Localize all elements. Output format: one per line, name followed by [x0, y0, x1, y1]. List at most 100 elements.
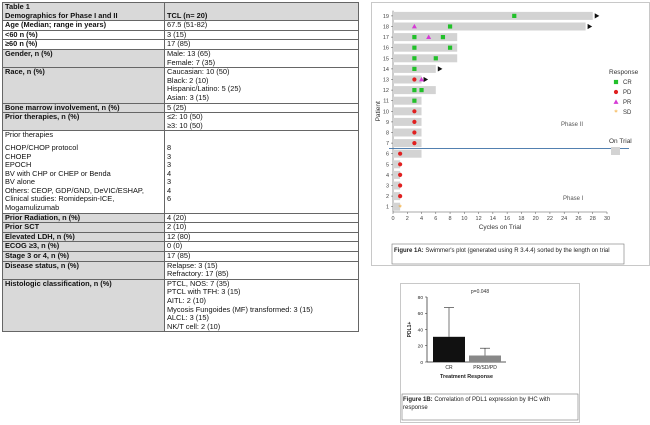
table-header-value-cell: TCL (n= 20) [164, 1, 359, 22]
y-tick-label: 9 [386, 120, 389, 126]
x-tick-label: 22 [547, 216, 553, 222]
legend-title: Response [609, 69, 639, 76]
row-label: Bone marrow involvement, n (%) [5, 102, 120, 112]
table-header-label: Demographics for Phase I and II [5, 10, 118, 20]
bar-pr-sd-pd [469, 355, 501, 362]
event-marker-cr [447, 45, 453, 50]
x-tick-label: 12 [476, 216, 482, 222]
y-tick-label: 15 [383, 56, 389, 62]
phase-ii-label: Phase II [561, 122, 583, 128]
row-label: Gender, n (%) [5, 48, 53, 58]
therapy-count: 3 [167, 177, 172, 187]
row-label-cell: Gender, n (%) [2, 48, 165, 69]
ontrial-bar [393, 160, 401, 169]
x-tick-label: 14 [490, 216, 496, 222]
row-label: ECOG ≥3, n (%) [5, 241, 60, 251]
event-marker-cr [412, 45, 417, 50]
table-row: Race, n (%) Caucasian: 10 (50) Black: 2 (1… [2, 67, 359, 104]
legend-marker-cr [613, 79, 619, 85]
event-marker-cr [412, 56, 417, 61]
legend-label: CR [623, 80, 632, 86]
row-label: <60 n (%) [5, 29, 38, 39]
table-row: Prior therapies CHOP/CHOP protocol CHOEP EP… [2, 130, 359, 214]
table-header-row: Table 1 Demographics for Phase I and II … [2, 1, 359, 22]
figure-1b: 0 20 40 60 80 CR PR/SD/PD Treatment Response PDL… [400, 283, 580, 423]
y-tick-label: 11 [383, 99, 389, 105]
event-marker-cr [447, 24, 453, 29]
row-value: Black: 2 (10) [167, 75, 209, 85]
x-tick-label: 16 [504, 216, 510, 222]
event-marker-sd: * [398, 203, 402, 211]
figure-1a: Phase II Phase I * 1 2 3 4 5 6 7 8 9 10 11 12 13 14 15 16 1… [371, 2, 650, 266]
row-label: Prior therapies, n (%) [5, 112, 80, 122]
event-marker-pd [412, 109, 417, 114]
row-value: Female: 7 (35) [167, 57, 216, 67]
figure-1a-caption: Figure 1A: Swimmer's plot (generated usi… [394, 247, 614, 255]
ontrial-bar [393, 149, 422, 158]
y-tick-label: 14 [383, 67, 389, 73]
x-tick-label: 26 [575, 216, 581, 222]
x-tick-label: 10 [461, 216, 467, 222]
legend-marker-sd: * [614, 109, 618, 117]
row-value: Caucasian: 10 (50) [167, 67, 230, 77]
therapy-name: BV alone [5, 177, 35, 187]
row-value: Refractory: 17 (85) [167, 269, 229, 279]
y-axis-label: Patient [375, 101, 382, 121]
row-label: Stage 3 or 4, n (%) [5, 251, 70, 261]
event-marker-cr [412, 88, 417, 93]
y-tick-label: 16 [383, 46, 389, 52]
row-value: AITL: 2 (10) [167, 296, 207, 305]
row-label-cell: Age (Median; range in years) [2, 20, 165, 31]
x-axis-label: Treatment Response [440, 374, 493, 380]
therapy-name: CHOEP [5, 151, 32, 161]
row-value-cell: PTCL, NOS: 7 (35) PTCL with TFH: 3 (15) AI… [164, 278, 359, 333]
legend-ontrial-swatch [611, 147, 620, 155]
ongoing-arrow [587, 23, 593, 30]
y-tick-label: 12 [383, 88, 389, 94]
y-tick-label: 17 [383, 35, 389, 41]
event-marker-cr [412, 66, 417, 71]
y-tick-label: 60 [418, 311, 424, 317]
event-marker-pd [398, 194, 403, 199]
y-tick-label: 0 [420, 360, 423, 366]
therapy-count: 4 [167, 168, 172, 178]
event-marker-pd [398, 151, 403, 156]
ontrial-bar [393, 128, 422, 137]
y-tick-label: 7 [386, 141, 389, 147]
row-label: Histologic classification, n (%) [5, 278, 112, 288]
y-tick-label: 10 [383, 109, 389, 115]
x-tick-label: 2 [406, 216, 409, 222]
row-value: 12 (80) [167, 231, 191, 241]
y-tick-label: 13 [383, 78, 389, 84]
y-tick-label: 18 [383, 25, 389, 31]
y-tick-label: 6 [386, 152, 389, 158]
row-value: ≤2: 10 (50) [167, 112, 203, 122]
therapy-count: 8 [167, 142, 172, 152]
figure-1a-caption-label: Figure 1A: [394, 248, 424, 254]
y-tick-label: 5 [386, 162, 389, 168]
x-tick-label: 30 [604, 216, 610, 222]
therapy-name: Others: CEOP, GDP/GND, DeVIC/ESHAP, [5, 185, 144, 195]
bar-cr [433, 336, 465, 362]
y-tick-label: 4 [386, 173, 389, 179]
x-tick-label: 8 [449, 216, 452, 222]
figure-1b-caption-box [401, 393, 579, 421]
event-marker-cr [433, 56, 438, 61]
ontrial-bar [393, 202, 401, 211]
row-value-cell: Male: 13 (65) Female: 7 (35) [164, 48, 359, 69]
y-tick-label: 80 [418, 295, 424, 301]
row-value-cell: Relapse: 3 (15) Refractory: 17 (85) [164, 260, 359, 280]
y-tick-label: 40 [418, 327, 424, 333]
row-value: 2 (10) [167, 222, 187, 232]
table-row: Prior SCT 2 (10) [2, 222, 359, 233]
x-tick-label: 20 [533, 216, 539, 222]
event-marker-pd [412, 77, 417, 82]
ongoing-arrow [423, 76, 429, 83]
row-label: Elevated LDH, n (%) [5, 231, 75, 241]
row-label: Age (Median; range in years) [5, 20, 107, 30]
therapy-count: 4 [167, 185, 172, 195]
ontrial-bar [393, 33, 458, 42]
